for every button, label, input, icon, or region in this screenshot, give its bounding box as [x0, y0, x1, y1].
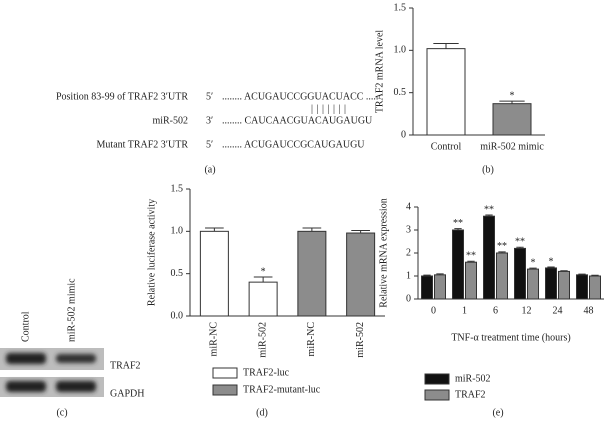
x-tick-label: miR-502 mimic: [480, 141, 544, 152]
blot-band: [6, 381, 46, 392]
bar: [248, 281, 278, 317]
blot-band: [56, 381, 96, 392]
bar: [346, 232, 376, 317]
significance: *: [510, 90, 515, 101]
y-tick-label: 0.5: [394, 87, 407, 98]
legend-swatch: [212, 367, 238, 379]
significance: *: [261, 266, 266, 277]
sequence: ........ CAUCAACGUACAUGAUGU: [222, 115, 373, 126]
band-label: GAPDH: [110, 388, 144, 399]
y-tick-label: 1.0: [394, 45, 407, 56]
error-bar: [433, 43, 459, 49]
error-bar: [205, 227, 224, 232]
legend-swatch: [212, 384, 238, 396]
bar: [576, 274, 588, 300]
y-axis-label: Relative mRNA expression: [378, 198, 389, 307]
bar: [545, 267, 557, 300]
y-tick-label: 1: [406, 270, 411, 281]
x-tick-label: 48: [584, 305, 594, 316]
x-tick-label: miR-NC: [209, 322, 220, 357]
error-bar: [253, 276, 273, 283]
y-tick-label: 0.5: [171, 268, 184, 279]
x-tick-label: Control: [431, 141, 462, 152]
bar: [452, 229, 464, 300]
y-tick-label: 0.0: [171, 310, 184, 321]
y-tick-label: 1.5: [171, 183, 184, 194]
row-label: Mutant TRAF2 3′UTR: [97, 139, 189, 150]
strand-end: 3′: [206, 115, 213, 126]
bar: [589, 275, 601, 300]
x-tick-label: miR-502: [355, 322, 366, 358]
x-tick-label: 1: [462, 305, 467, 316]
bar: [297, 230, 327, 317]
significance: **: [453, 218, 463, 229]
strand-end: 5′: [206, 139, 213, 150]
legend-label: miR-502: [455, 373, 491, 384]
error-bar: [302, 227, 322, 232]
significance: *: [549, 256, 554, 267]
y-tick-label: 1.0: [171, 226, 184, 237]
y-axis-label: Relative luciferase activity: [146, 199, 157, 306]
bar: [558, 270, 570, 300]
bar: [492, 103, 532, 136]
significance: *: [531, 257, 536, 268]
legend-label: TRAF2: [455, 389, 486, 400]
x-tick-label: 6: [493, 305, 498, 316]
strand-end: 5′: [206, 91, 213, 102]
lane-label: Control: [20, 311, 31, 342]
x-axis-label: TNF-α treatment time (hours): [451, 332, 570, 343]
x-tick-label: 24: [553, 305, 563, 316]
bar: [527, 268, 539, 300]
significance: **: [466, 251, 476, 262]
lane-label: miR-502 mimic: [66, 278, 77, 342]
bar: [514, 247, 526, 300]
bar: [465, 261, 477, 300]
y-tick-label: 1.5: [394, 2, 407, 13]
y-tick-label: 0: [406, 293, 411, 304]
caption: (a): [204, 164, 215, 175]
x-tick-label: miR-NC: [306, 322, 317, 357]
y-axis-label: TRAF2 mRNA level: [374, 30, 385, 114]
caption: (e): [492, 407, 503, 418]
bar: [199, 230, 229, 317]
bar: [421, 275, 433, 300]
y-tick-label: 4: [406, 201, 411, 212]
y-tick-label: 0: [401, 129, 406, 140]
y-tick-label: 3: [406, 224, 411, 235]
significance: **: [515, 237, 525, 248]
bar: [496, 252, 508, 300]
row-label: Position 83-99 of TRAF2 3′UTR: [56, 91, 188, 102]
caption: (c): [56, 407, 67, 418]
legend-label: TRAF2-luc: [243, 367, 290, 378]
x-tick-label: 12: [522, 305, 532, 316]
significance: **: [497, 241, 507, 252]
significance: **: [484, 204, 494, 215]
y-tick-label: 2: [406, 247, 411, 258]
blot-band: [56, 354, 96, 363]
row-label: miR-502: [152, 115, 188, 126]
bar: [434, 274, 446, 300]
pairing: |||||||: [311, 103, 350, 114]
legend-label: TRAF2-mutant-luc: [243, 384, 321, 395]
legend-swatch: [424, 373, 450, 385]
band-label: TRAF2: [110, 360, 141, 371]
bar: [426, 48, 466, 136]
bar: [483, 215, 495, 300]
caption: (b): [482, 164, 494, 175]
sequence: ........ ACUGAUCCGCAUGAUGU: [222, 139, 365, 150]
x-tick-label: 0: [431, 305, 436, 316]
blot-band: [6, 353, 46, 364]
caption: (d): [256, 407, 268, 418]
legend-swatch: [424, 389, 450, 401]
sequence: ........ ACUGAUCCGGUACUACC .....: [222, 91, 378, 102]
x-tick-label: miR-502: [257, 322, 268, 358]
